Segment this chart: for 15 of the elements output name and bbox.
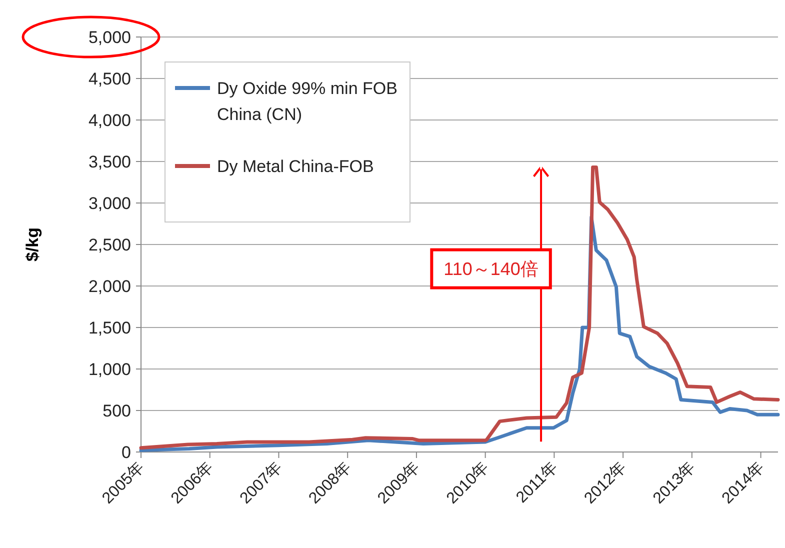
legend-label: Dy Oxide 99% min FOB China (CN) — [217, 79, 398, 124]
y-tick-label: 0 — [122, 443, 131, 462]
y-tick-label: 4,000 — [88, 111, 131, 130]
y-tick-label: 5,000 — [88, 28, 131, 47]
y-tick-label: 3,500 — [88, 152, 131, 172]
y-tick-label: 500 — [102, 402, 131, 420]
y-tick-label: 3,000 — [88, 194, 131, 213]
annotation: 110～140倍 — [444, 258, 538, 279]
y-tick-label: 2,500 — [88, 236, 131, 254]
legend-label: Dy Metal China-FOB — [217, 157, 374, 176]
y-tick-label: 4,500 — [88, 70, 131, 88]
y-axis-title: $/kg — [23, 227, 42, 262]
y-tick-label: 1,500 — [88, 318, 131, 338]
y-tick-label: 1,000 — [88, 360, 131, 379]
y-tick-label: 2,000 — [88, 277, 131, 296]
